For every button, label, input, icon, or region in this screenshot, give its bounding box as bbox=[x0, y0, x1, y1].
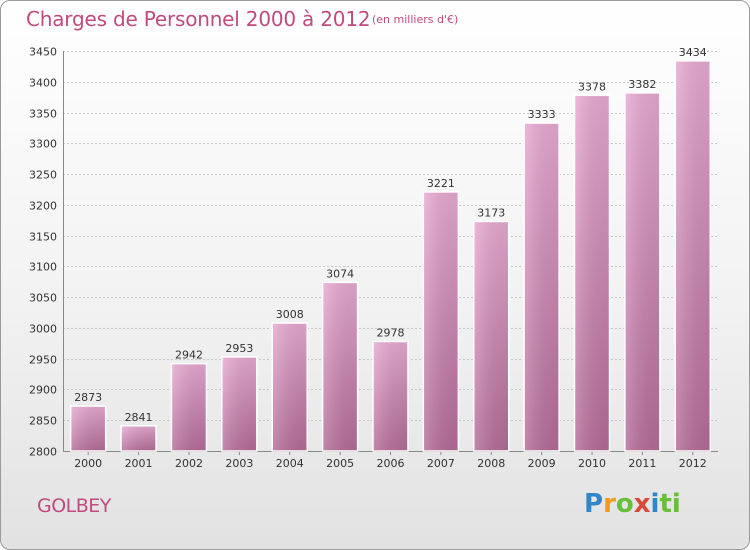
bar-shade bbox=[474, 222, 508, 450]
bar-shade bbox=[525, 124, 559, 450]
x-tick-label: 2007 bbox=[427, 457, 455, 470]
y-tick-label: 3250 bbox=[29, 169, 57, 182]
bar-shade bbox=[424, 192, 458, 450]
bar-shade bbox=[71, 407, 105, 450]
y-tick-label: 3100 bbox=[29, 261, 57, 274]
logo-letter: i bbox=[671, 489, 681, 519]
y-tick-label: 2950 bbox=[29, 354, 57, 367]
x-tick-label: 2008 bbox=[477, 457, 505, 470]
bar-shade bbox=[273, 324, 307, 450]
x-tick-label: 2000 bbox=[74, 457, 102, 470]
x-tick-label: 2005 bbox=[326, 457, 354, 470]
y-tick-label: 3400 bbox=[29, 77, 57, 90]
y-tick-label: 3350 bbox=[29, 108, 57, 121]
data-label: 3221 bbox=[427, 177, 455, 190]
y-tick-label: 3050 bbox=[29, 292, 57, 305]
data-label: 3008 bbox=[276, 308, 304, 321]
proxiti-logo: Proxiti bbox=[584, 489, 681, 519]
bar-shade bbox=[323, 283, 357, 450]
labels-layer: 2800 2850 2900 2950 3000 3050 3100 3150 3200 3250… bbox=[29, 46, 707, 471]
data-label: 2873 bbox=[74, 391, 102, 404]
logo-letter: o bbox=[615, 489, 634, 519]
bars-layer bbox=[69, 60, 712, 452]
x-tick-label: 2002 bbox=[175, 457, 203, 470]
y-tick-label: 2900 bbox=[29, 384, 57, 397]
logo-letter: r bbox=[603, 489, 616, 519]
x-tick-label: 2011 bbox=[628, 457, 656, 470]
y-tick-label: 2850 bbox=[29, 415, 57, 428]
bar-shade bbox=[625, 93, 659, 450]
data-label: 3382 bbox=[628, 78, 656, 91]
data-label: 3378 bbox=[578, 80, 606, 93]
data-label: 3173 bbox=[477, 206, 505, 219]
x-tick-label: 2006 bbox=[377, 457, 405, 470]
x-tick-label: 2001 bbox=[125, 457, 153, 470]
chart-subtitle: (en milliers d'€) bbox=[372, 13, 459, 26]
x-tick-label: 2009 bbox=[528, 457, 556, 470]
x-tick-label: 2010 bbox=[578, 457, 606, 470]
logo-letter: t bbox=[659, 489, 672, 519]
data-label: 2942 bbox=[175, 349, 203, 362]
bar-shade bbox=[575, 96, 609, 451]
logo-letter: P bbox=[584, 489, 604, 519]
y-tick-label: 3000 bbox=[29, 323, 57, 336]
data-label: 3074 bbox=[326, 267, 354, 280]
bar-shade bbox=[172, 364, 206, 450]
data-label: 2978 bbox=[377, 326, 405, 339]
y-tick-label: 3300 bbox=[29, 138, 57, 151]
bar-shade bbox=[374, 342, 407, 450]
y-tick-label: 3450 bbox=[29, 46, 57, 59]
data-label: 2841 bbox=[125, 411, 153, 424]
x-tick-label: 2012 bbox=[679, 457, 707, 470]
y-tick-label: 3200 bbox=[29, 200, 57, 213]
bar-shade bbox=[676, 61, 710, 450]
commune-name: GOLBEY bbox=[37, 495, 111, 517]
x-tick-label: 2003 bbox=[225, 457, 253, 470]
data-label: 3434 bbox=[679, 46, 707, 59]
y-tick-label: 3150 bbox=[29, 231, 57, 244]
y-tick-label: 2800 bbox=[29, 446, 57, 459]
data-label: 2953 bbox=[225, 342, 253, 355]
data-label: 3333 bbox=[528, 108, 556, 121]
x-tick-label: 2004 bbox=[276, 457, 304, 470]
chart-title: Charges de Personnel 2000 à 2012 bbox=[26, 7, 371, 31]
bar-shade bbox=[222, 357, 256, 450]
logo-letter: x bbox=[633, 489, 651, 519]
bar-shade bbox=[122, 426, 156, 450]
logo-letter: i bbox=[650, 489, 660, 519]
